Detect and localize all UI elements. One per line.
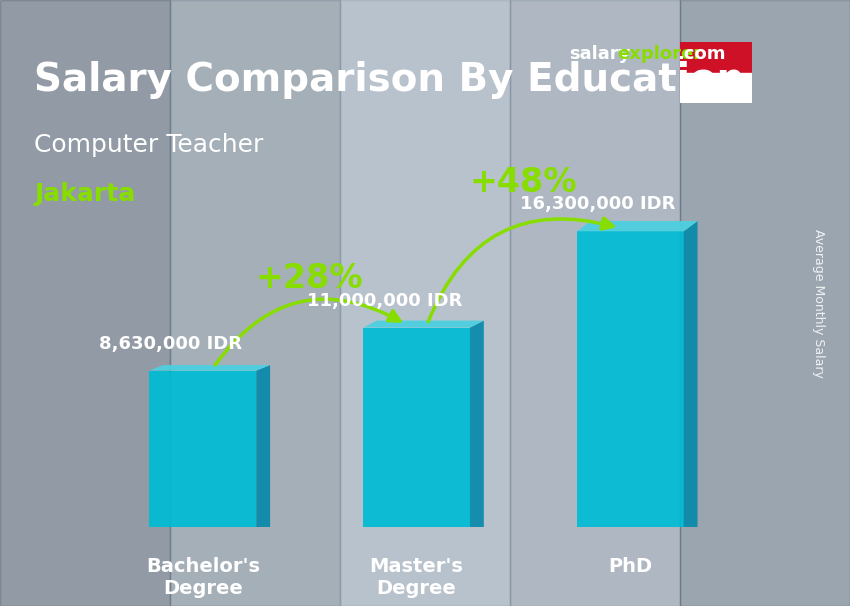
Polygon shape — [363, 328, 470, 527]
Polygon shape — [470, 321, 484, 527]
Text: salary: salary — [570, 45, 631, 64]
Bar — [680, 73, 752, 103]
Polygon shape — [150, 371, 256, 527]
Bar — [0, 0, 170, 606]
Text: Master's
Degree: Master's Degree — [370, 557, 463, 598]
Text: Bachelor's
Degree: Bachelor's Degree — [146, 557, 260, 598]
Text: +28%: +28% — [256, 262, 364, 295]
Text: explorer: explorer — [617, 45, 702, 64]
Text: PhD: PhD — [608, 557, 652, 576]
Text: 16,300,000 IDR: 16,300,000 IDR — [520, 195, 676, 213]
Bar — [680, 0, 850, 606]
Text: Jakarta: Jakarta — [34, 182, 135, 206]
Polygon shape — [683, 221, 698, 527]
Text: Salary Comparison By Education: Salary Comparison By Education — [34, 61, 745, 99]
Polygon shape — [150, 365, 270, 371]
Bar — [510, 0, 680, 606]
Polygon shape — [363, 321, 484, 328]
Bar — [170, 0, 340, 606]
Bar — [340, 0, 510, 606]
Text: 11,000,000 IDR: 11,000,000 IDR — [307, 291, 462, 310]
Text: Average Monthly Salary: Average Monthly Salary — [812, 228, 824, 378]
Text: .com: .com — [677, 45, 726, 64]
Text: +48%: +48% — [469, 166, 577, 199]
Text: 8,630,000 IDR: 8,630,000 IDR — [99, 335, 242, 353]
Polygon shape — [577, 221, 698, 231]
Text: Computer Teacher: Computer Teacher — [34, 133, 264, 158]
Polygon shape — [256, 365, 270, 527]
Bar — [680, 42, 752, 73]
Polygon shape — [577, 231, 683, 527]
